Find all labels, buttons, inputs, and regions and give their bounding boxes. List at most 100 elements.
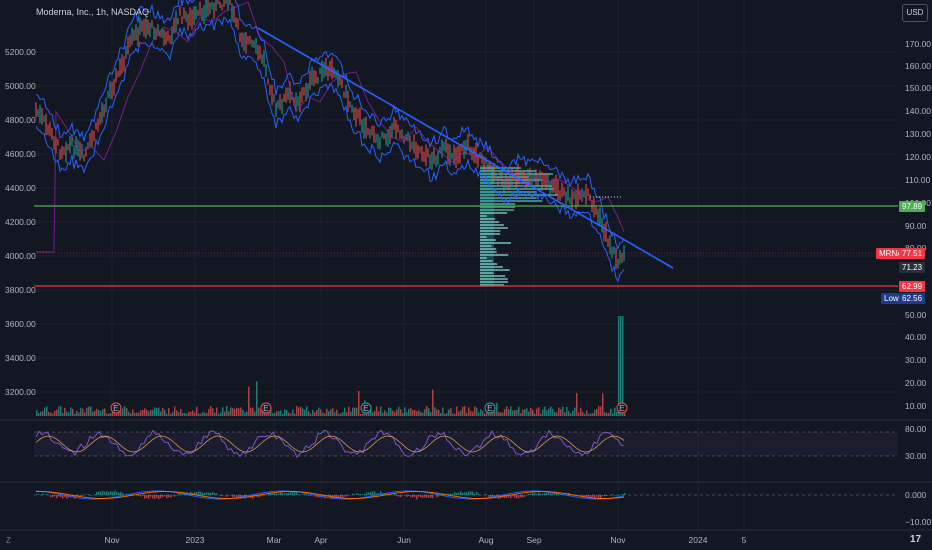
- macd-histogram-bar: [222, 495, 224, 496]
- volume-bar: [334, 412, 336, 416]
- volume-bar: [244, 412, 246, 416]
- volume-bar: [294, 413, 296, 416]
- volume-bar: [92, 411, 94, 416]
- volume-axis-label: 40.00: [905, 332, 927, 342]
- volume-bar: [594, 410, 596, 416]
- volume-bar: [236, 407, 238, 416]
- volume-bar: [322, 412, 324, 416]
- macd-histogram-bar: [176, 495, 178, 496]
- volume-bar: [302, 408, 304, 416]
- symbol-title[interactable]: Moderna, Inc., 1h, NASDAQ: [36, 7, 150, 17]
- left-price-axis[interactable]: 5200.00 5000.00 4800.00 4600.00 4400.00 4200.…: [5, 47, 36, 397]
- macd-histogram-bar: [294, 491, 296, 495]
- macd-histogram-bar: [404, 495, 406, 496]
- volume-profile-row: [480, 194, 559, 196]
- right-price-axis[interactable]: 170.00 160.00 150.00 140.00 130.00 120.00 110.…: [905, 39, 931, 253]
- volume-bar: [160, 411, 162, 416]
- macd-histogram-bar: [96, 491, 98, 495]
- macd-histogram-bar: [62, 495, 64, 499]
- macd-histogram-bar: [466, 492, 468, 495]
- macd-histogram-bar: [530, 493, 532, 495]
- volume-profile-row: [480, 275, 506, 277]
- macd-histogram-bar: [484, 494, 486, 495]
- volume-bar: [400, 409, 402, 416]
- volume-bar: [406, 412, 408, 416]
- macd-histogram-bar: [412, 495, 414, 498]
- macd-histogram-bar: [488, 495, 490, 497]
- volume-bar: [466, 412, 468, 416]
- volume-profile-row: [480, 257, 487, 259]
- volume-bar: [532, 409, 534, 416]
- volume-bar: [434, 407, 436, 416]
- macd-histogram-bar: [276, 493, 278, 495]
- volume-bar: [296, 406, 298, 416]
- volume-bar: [146, 409, 148, 416]
- volume-bar: [502, 412, 504, 416]
- volume-bar: [270, 406, 272, 416]
- volume-bar: [278, 411, 280, 416]
- volume-bar: [608, 412, 610, 416]
- volume-bar: [506, 406, 508, 416]
- macd-histogram-bar: [432, 495, 434, 498]
- volume-bar: [206, 412, 208, 416]
- volume-bar: [164, 409, 166, 416]
- left-axis-label: 3800.00: [5, 285, 36, 295]
- time-axis[interactable]: Nov 2023 Mar Apr Jun Aug Sep Nov 2024 5: [104, 535, 746, 545]
- volume-bar: [52, 413, 54, 416]
- volume-axis: 50.00 40.00 30.00 20.00 10.00 80.00 30.00 0.000…: [905, 310, 932, 527]
- volume-profile-row: [480, 251, 497, 253]
- rsi-line: [35, 429, 625, 459]
- volume-bar: [378, 411, 380, 416]
- volume-bar: [620, 316, 622, 416]
- volume-bar: [330, 409, 332, 416]
- macd-histogram-bar: [234, 495, 236, 497]
- macd-histogram-bar: [544, 492, 546, 495]
- macd-histogram-bar: [528, 493, 530, 495]
- earnings-marker: E: [616, 402, 628, 414]
- volume-bar: [272, 413, 274, 416]
- volume-bar: [524, 409, 526, 416]
- macd-histogram-bar: [148, 495, 150, 499]
- volume-bar: [408, 408, 410, 416]
- volume-bar: [592, 413, 594, 416]
- volume-bar: [604, 412, 606, 416]
- volume-bar: [276, 410, 278, 416]
- macd-histogram-bar: [50, 495, 52, 498]
- volume-bar: [372, 412, 374, 416]
- currency-button[interactable]: USD: [902, 4, 928, 22]
- left-axis-label: 4800.00: [5, 115, 36, 125]
- trend-line[interactable]: [257, 27, 674, 269]
- volume-bar: [596, 408, 598, 416]
- time-axis-label: 2024: [689, 535, 708, 545]
- macd-histogram-bar: [346, 495, 348, 497]
- volume-bar: [536, 408, 538, 416]
- time-axis-label: 2023: [186, 535, 205, 545]
- time-axis-label: Mar: [267, 535, 282, 545]
- volume-profile-row: [480, 218, 496, 220]
- volume-bar: [188, 411, 190, 416]
- macd-histogram-bar: [304, 494, 306, 495]
- macd-histogram-bar: [82, 495, 84, 496]
- volume-bar: [424, 409, 426, 416]
- macd-histogram-bar: [478, 493, 480, 495]
- macd-histogram-bar: [38, 494, 40, 495]
- tradingview-logo-icon[interactable]: 17: [910, 534, 922, 545]
- volume-bar: [598, 406, 600, 416]
- volume-bar: [76, 411, 78, 416]
- volume-bar: [192, 410, 194, 416]
- macd-histogram-bar: [310, 495, 312, 496]
- volume-bar: [136, 412, 138, 416]
- left-axis-label: 4000.00: [5, 251, 36, 261]
- time-axis-label: Nov: [610, 535, 626, 545]
- macd-histogram-bar: [286, 492, 288, 495]
- macd-histogram-bar: [408, 495, 410, 496]
- zoom-icon[interactable]: Z: [6, 536, 11, 545]
- macd-histogram-bar: [572, 495, 574, 496]
- macd-histogram-bar: [540, 494, 542, 495]
- volume-bar: [616, 411, 618, 416]
- macd-histogram-bar: [108, 492, 110, 495]
- volume-bar: [314, 412, 316, 416]
- volume-bar: [516, 410, 518, 416]
